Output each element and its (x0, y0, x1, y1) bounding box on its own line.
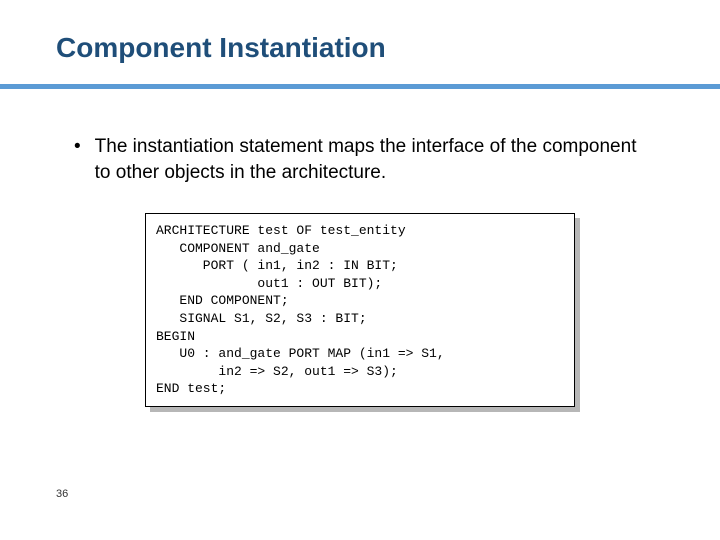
slide-title: Component Instantiation (56, 32, 664, 64)
page-number: 36 (56, 488, 68, 500)
slide-container: Component Instantiation • The instantiat… (0, 0, 720, 540)
bullet-dot-icon: • (74, 134, 81, 160)
slide-body: • The instantiation statement maps the i… (56, 134, 664, 407)
bullet-text: The instantiation statement maps the int… (95, 134, 654, 185)
bullet-item: • The instantiation statement maps the i… (74, 134, 654, 185)
code-block-container: ARCHITECTURE test OF test_entity COMPONE… (145, 213, 575, 406)
code-block: ARCHITECTURE test OF test_entity COMPONE… (145, 213, 575, 406)
title-underline-rule (0, 84, 720, 89)
